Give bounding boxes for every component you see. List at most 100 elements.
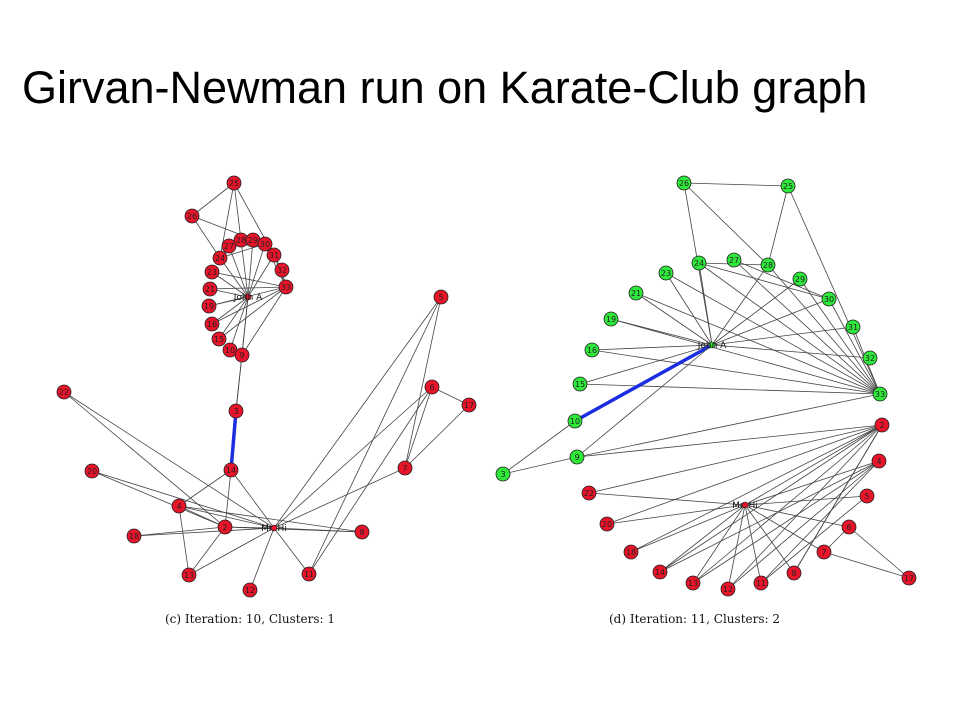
edge-right-2-14 <box>659 424 883 573</box>
edge-left-24-30 <box>219 243 266 259</box>
node-label-right-29: 29 <box>795 275 805 284</box>
edge-right-2-MrHi <box>744 424 883 506</box>
slide-title: Girvan-Newman run on Karate-Club graph <box>22 62 868 113</box>
node-right-29 <box>792 271 808 287</box>
edge-right-28-33 <box>767 264 881 395</box>
node-label-right-23: 23 <box>661 269 671 278</box>
edge-right-14-MrHi <box>659 504 746 573</box>
node-label-right-3: 3 <box>500 470 505 479</box>
node-right-23 <box>658 265 674 281</box>
edge-right-31-JohnA <box>711 326 854 346</box>
edge-left-16-33 <box>211 286 287 325</box>
caption-right: (d) Iteration: 11, Clusters: 2 <box>609 612 780 626</box>
node-right-19 <box>603 311 619 327</box>
edge-left-8-MrHi <box>273 527 363 533</box>
hub-label-left-MrHi: Mr. Hi <box>261 524 287 534</box>
node-label-left-8: 8 <box>359 528 364 537</box>
edge-right-7-17 <box>823 551 910 579</box>
node-label-right-16: 16 <box>587 346 597 355</box>
node-label-right-30: 30 <box>824 295 834 304</box>
node-left-19 <box>201 298 217 314</box>
edge-left-2-18 <box>133 526 226 537</box>
edge-right-23-JohnA <box>665 272 713 346</box>
node-right-25 <box>780 178 796 194</box>
edge-right-2-12 <box>727 424 883 590</box>
edge-left-14-4 <box>178 469 232 507</box>
node-right-13 <box>685 575 701 591</box>
node-label-left-14: 14 <box>226 466 236 475</box>
node-right-18 <box>623 544 639 560</box>
node-right-26 <box>676 175 692 191</box>
node-label-left-3: 3 <box>233 407 238 416</box>
edge-left-9-33 <box>241 286 287 356</box>
edge-right-27-33 <box>733 259 881 395</box>
node-label-right-5: 5 <box>864 492 869 501</box>
node-left-12 <box>242 582 258 598</box>
node-left-13 <box>181 567 197 583</box>
node-right-6 <box>841 519 857 535</box>
node-left-24 <box>212 250 228 266</box>
node-label-left-21: 21 <box>205 285 215 294</box>
node-label-left-30: 30 <box>260 240 270 249</box>
edge-left-5-MrHi <box>273 296 442 529</box>
node-label-right-4: 4 <box>876 457 881 466</box>
node-label-right-11: 11 <box>756 579 766 588</box>
node-label-left-11: 11 <box>304 570 314 579</box>
node-left-3 <box>228 403 244 419</box>
node-left-20 <box>84 463 100 479</box>
node-left-32 <box>274 262 290 278</box>
edge-right-5-MrHi <box>744 495 868 506</box>
node-right-32 <box>862 350 878 366</box>
hub-label-right-JohnA: John A <box>697 341 727 351</box>
node-label-right-25: 25 <box>783 182 793 191</box>
edge-left-5-7 <box>404 296 442 469</box>
edge-right-4-11 <box>760 460 880 584</box>
node-left-30 <box>257 236 273 252</box>
edge-left-13-MrHi <box>188 527 275 576</box>
highlighted-edge-right-10-JohnA <box>574 343 713 423</box>
node-left-4 <box>171 498 187 514</box>
hub-label-right-MrHi: Mr. Hi <box>732 501 758 511</box>
edge-right-11-MrHi <box>744 504 762 584</box>
edge-left-24-JohnA <box>219 257 249 298</box>
node-right-7 <box>816 544 832 560</box>
node-left-33 <box>278 279 294 295</box>
node-label-left-5: 5 <box>438 293 443 302</box>
hub-node-right-MrHi <box>741 501 749 509</box>
node-label-right-18: 18 <box>626 548 636 557</box>
edge-right-6-17 <box>848 526 910 579</box>
node-label-right-14: 14 <box>655 568 665 577</box>
node-label-left-12: 12 <box>245 586 255 595</box>
node-label-right-8: 8 <box>791 569 796 578</box>
edge-right-15-JohnA <box>579 344 713 385</box>
edge-left-12-MrHi <box>249 527 275 591</box>
edge-left-11-5 <box>308 296 442 575</box>
node-left-18 <box>126 528 142 544</box>
node-right-16 <box>584 342 600 358</box>
caption-left: (c) Iteration: 10, Clusters: 1 <box>165 612 336 626</box>
node-label-right-32: 32 <box>865 354 875 363</box>
edge-right-9-2 <box>576 424 883 458</box>
edge-right-4-12 <box>727 460 880 590</box>
edge-right-6-MrHi <box>744 504 850 528</box>
edge-right-16-JohnA <box>591 344 713 351</box>
node-left-6 <box>424 379 440 395</box>
edge-left-6-MrHi <box>273 386 433 529</box>
edge-right-30-33 <box>828 298 881 395</box>
node-label-left-2: 2 <box>222 523 227 532</box>
node-label-right-19: 19 <box>606 315 616 324</box>
node-label-left-9: 9 <box>239 351 244 360</box>
edge-right-22-MrHi <box>588 492 746 506</box>
edge-right-4-14 <box>659 460 880 573</box>
node-right-30 <box>821 291 837 307</box>
edge-right-16-33 <box>591 349 881 395</box>
edge-left-20-2 <box>91 470 226 528</box>
node-label-left-33: 33 <box>281 283 291 292</box>
node-label-left-20: 20 <box>87 467 97 476</box>
node-right-20 <box>599 516 615 532</box>
node-label-right-10: 10 <box>570 417 580 426</box>
node-label-left-6: 6 <box>429 383 434 392</box>
node-right-15 <box>572 376 588 392</box>
node-right-33 <box>872 386 888 402</box>
